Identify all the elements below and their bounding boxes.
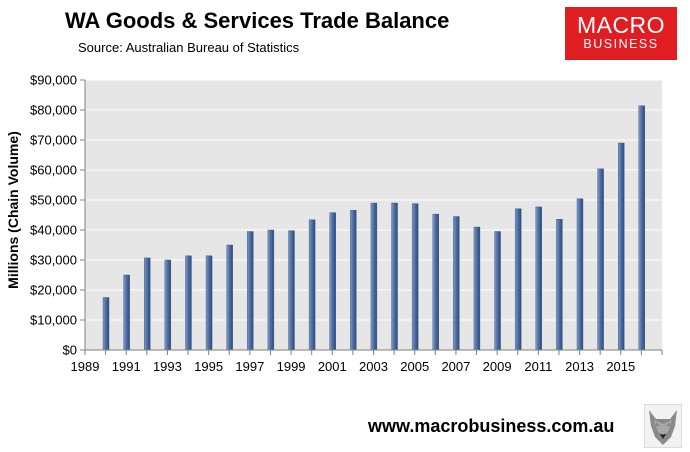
bars — [102, 105, 646, 351]
bar — [308, 219, 316, 351]
bar — [473, 226, 481, 351]
wolf-logo-icon — [644, 404, 682, 448]
x-tick-label: 2007 — [441, 359, 470, 374]
x-tick-label: 1991 — [112, 359, 141, 374]
y-tick-label: $10,000 — [30, 313, 77, 328]
website-url: www.macrobusiness.com.au — [368, 416, 615, 436]
bar — [535, 206, 542, 351]
chart-source: Source: Australian Bureau of Statistics — [78, 40, 300, 55]
y-tick-labels: $0 $10,000 $20,000 $30,000 $40,000 $50,000 $60… — [30, 73, 85, 358]
macrobusiness-logo: MACRO BUSINESS — [565, 7, 677, 60]
bar — [267, 229, 275, 351]
x-tick-label: 1999 — [277, 359, 306, 374]
bar — [391, 202, 398, 351]
x-tick-label: 1993 — [153, 359, 182, 374]
y-tick-label: $50,000 — [30, 193, 77, 208]
bar — [576, 198, 584, 351]
bar — [205, 255, 213, 351]
bar — [494, 231, 501, 351]
gridlines — [85, 79, 662, 321]
logo-line-1: MACRO — [576, 12, 666, 38]
x-tick-label: 1997 — [235, 359, 264, 374]
bar — [514, 208, 522, 351]
x-tick-label: 1995 — [194, 359, 223, 374]
bar — [453, 216, 460, 351]
x-tick-label: 1989 — [71, 359, 100, 374]
y-tick-label: $20,000 — [30, 283, 77, 298]
bar — [288, 230, 295, 351]
y-tick-label: $30,000 — [30, 253, 77, 268]
bar — [350, 209, 357, 351]
x-tick-label: 2003 — [359, 359, 388, 374]
bar — [102, 297, 110, 351]
x-tick-label: 2015 — [606, 359, 635, 374]
y-tick-label: $0 — [63, 343, 77, 358]
chart-title: WA Goods & Services Trade Balance — [65, 8, 450, 33]
bar — [123, 274, 130, 351]
bar — [411, 203, 419, 351]
bar — [617, 142, 625, 351]
y-tick-label: $40,000 — [30, 223, 77, 238]
bar — [556, 218, 563, 351]
bar — [185, 255, 192, 351]
bar — [164, 259, 172, 351]
bar — [247, 231, 254, 351]
x-tick-label: 2005 — [400, 359, 429, 374]
logo-line-2: BUSINESS — [583, 37, 659, 51]
x-tick-label: 2011 — [524, 359, 552, 374]
x-tick-label: 2013 — [565, 359, 594, 374]
bar — [144, 257, 151, 351]
y-tick-label: $60,000 — [30, 163, 77, 178]
x-tick-label: 2009 — [483, 359, 512, 374]
bar — [226, 244, 233, 351]
x-tick-labels: 1989 1991 1993 1995 1997 1999 2001 2003 2005 2007… — [71, 350, 663, 374]
bar — [370, 202, 378, 351]
y-tick-label: $70,000 — [30, 133, 77, 148]
y-tick-label: $80,000 — [30, 103, 77, 118]
y-axis-label: Millions (Chain Volume) — [5, 131, 21, 289]
bar — [638, 105, 646, 351]
bar — [432, 213, 439, 351]
bar — [597, 168, 604, 351]
y-tick-label: $90,000 — [30, 73, 77, 88]
bar — [329, 212, 336, 351]
x-tick-label: 2001 — [318, 359, 347, 374]
